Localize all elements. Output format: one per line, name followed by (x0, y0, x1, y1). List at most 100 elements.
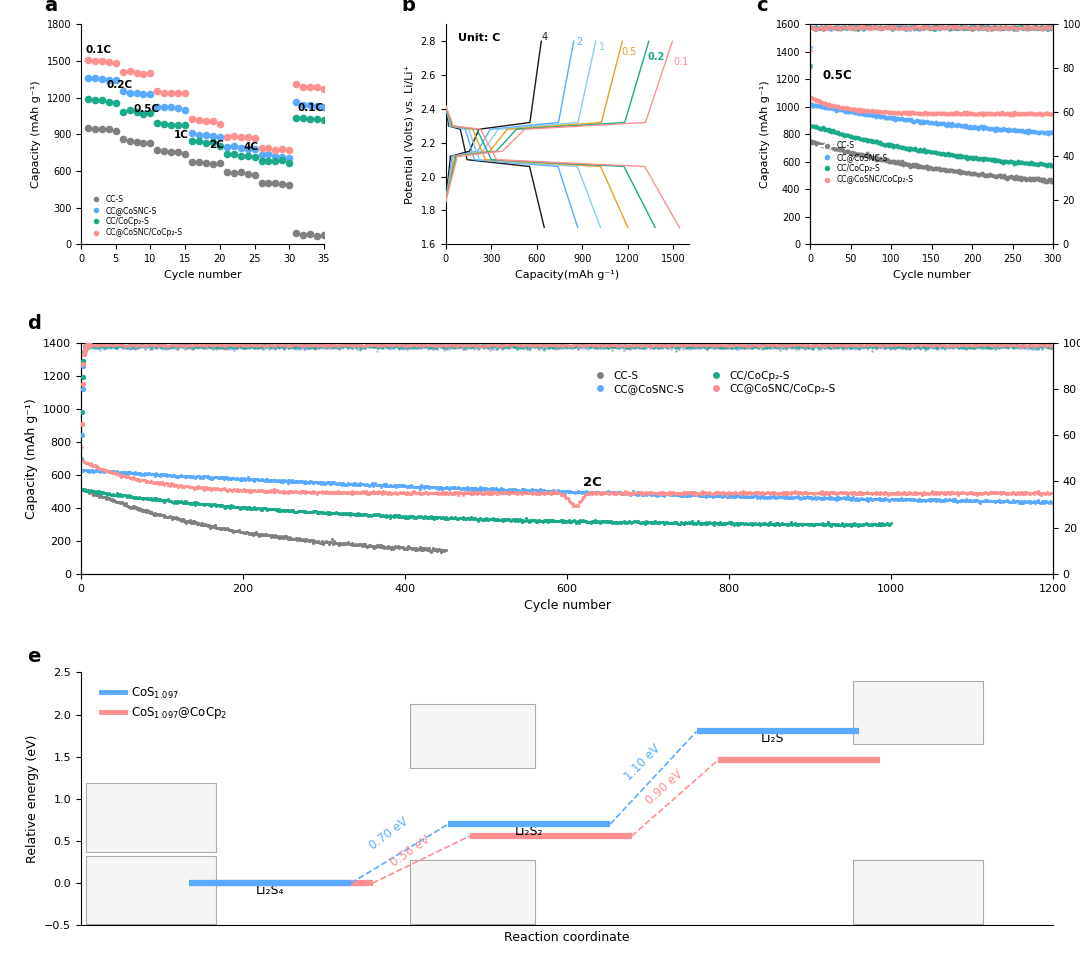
Point (356, 340, 374, 356)
Point (138, 339, 157, 355)
Point (264, 483, 281, 499)
Point (802, 338, 820, 354)
Point (131, 339, 148, 355)
Point (477, 510, 495, 526)
Point (879, 340, 896, 356)
Point (868, 150, 886, 166)
Point (597, 340, 615, 356)
Point (726, 338, 743, 354)
Point (1038, 19, 1055, 35)
Point (291, 504, 308, 519)
Point (862, 337, 879, 353)
Point (917, 19, 934, 34)
Point (848, 19, 865, 35)
Point (389, 339, 406, 355)
Point (946, 494, 963, 509)
Point (1028, 124, 1045, 139)
Point (774, 516, 792, 532)
Point (700, 337, 717, 353)
Point (998, 153, 1015, 169)
Point (865, 485, 882, 501)
Point (711, 516, 728, 532)
Point (989, 19, 1007, 35)
Point (897, 20, 915, 36)
Point (946, 19, 963, 34)
Point (278, 485, 295, 501)
Point (295, 533, 312, 548)
Point (436, 340, 454, 356)
Point (414, 486, 431, 502)
Point (820, 20, 837, 36)
Point (149, 337, 166, 353)
Point (1018, 122, 1036, 137)
Point (937, 486, 955, 502)
Point (1027, 338, 1044, 354)
Point (557, 490, 575, 506)
Point (542, 338, 559, 354)
Point (921, 20, 939, 36)
Point (927, 144, 944, 160)
Point (135, 472, 152, 488)
Point (609, 485, 626, 501)
Point (998, 105, 1015, 121)
Point (136, 503, 153, 518)
Point (750, 337, 767, 353)
Point (573, 339, 591, 355)
Point (401, 478, 418, 494)
Point (397, 340, 415, 356)
Point (917, 105, 934, 121)
Point (130, 466, 147, 481)
Point (1035, 338, 1052, 354)
Point (330, 340, 348, 356)
Point (333, 537, 350, 552)
Point (350, 506, 367, 521)
Point (678, 488, 696, 504)
Point (889, 105, 906, 121)
Point (561, 338, 578, 354)
Point (984, 338, 1001, 354)
Point (486, 481, 503, 497)
Point (567, 339, 584, 355)
Point (687, 338, 704, 354)
Point (949, 20, 967, 36)
Point (823, 485, 840, 501)
Point (627, 339, 645, 355)
Point (427, 485, 444, 501)
Point (256, 528, 272, 543)
Point (1004, 20, 1022, 36)
Point (389, 338, 406, 354)
Point (959, 493, 976, 508)
Point (849, 20, 866, 36)
Point (881, 516, 899, 532)
Point (275, 338, 293, 354)
Point (806, 337, 824, 353)
Point (113, 337, 130, 353)
Point (245, 336, 262, 352)
Point (620, 486, 637, 502)
Point (988, 340, 1005, 356)
Point (108, 495, 125, 510)
Point (907, 338, 924, 354)
Point (969, 19, 986, 35)
Point (1017, 19, 1035, 34)
Point (84, 462, 102, 477)
Point (697, 485, 714, 501)
Point (619, 340, 636, 356)
Point (874, 19, 891, 34)
Point (544, 485, 562, 501)
Point (349, 338, 366, 354)
Point (136, 339, 153, 355)
Point (809, 20, 826, 36)
Point (904, 141, 921, 157)
Point (534, 485, 551, 501)
Point (154, 339, 172, 355)
Point (958, 19, 975, 34)
Point (904, 492, 921, 507)
Point (1023, 339, 1040, 355)
Point (944, 338, 961, 354)
Point (755, 338, 772, 354)
Point (867, 338, 885, 354)
Point (470, 340, 487, 356)
Point (1035, 125, 1052, 140)
Point (1031, 495, 1049, 510)
